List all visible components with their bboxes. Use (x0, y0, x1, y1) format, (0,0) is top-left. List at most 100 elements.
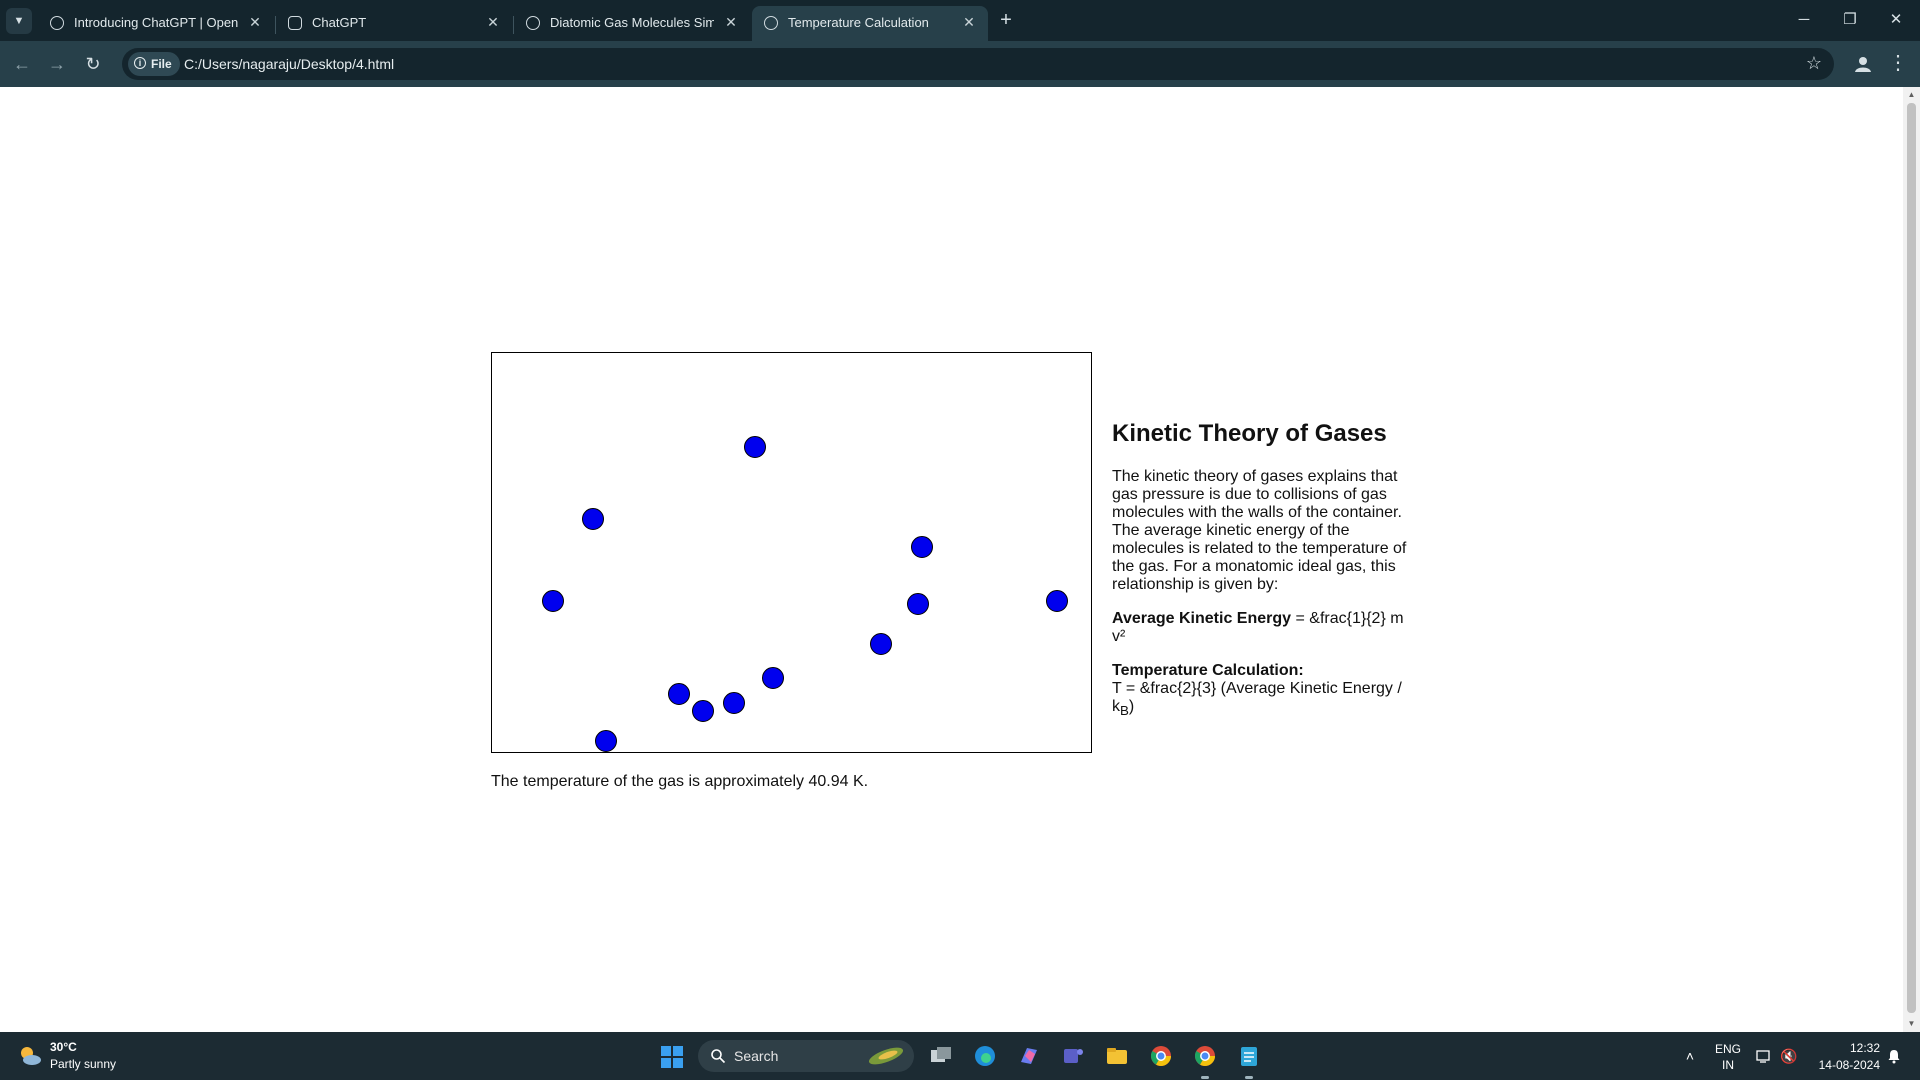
language-code[interactable]: ENG (1714, 1042, 1741, 1056)
edge-icon[interactable] (973, 1044, 997, 1068)
running-app-indicator (1245, 1076, 1253, 1079)
active-app-indicator (1201, 1076, 1209, 1079)
page-scrollbar[interactable]: ▲ ▼ (1903, 87, 1920, 1032)
bookmark-star-icon[interactable]: ☆ (1805, 53, 1822, 73)
openai-icon (50, 16, 64, 30)
language-region[interactable]: IN (1722, 1058, 1734, 1072)
arrow-right-icon: → (48, 54, 66, 74)
tab-divider (275, 16, 276, 34)
kinetic-energy-formula: Average Kinetic Energy = &frac{1}{2} m v… (1112, 610, 1412, 646)
taskbar-search[interactable]: Search (698, 1040, 914, 1072)
tab-title: ChatGPT (312, 15, 367, 30)
close-icon[interactable]: ✕ (725, 14, 737, 30)
chevron-down-icon: ▼ (13, 15, 25, 27)
temp-label: Temperature Calculation: (1112, 662, 1304, 679)
close-icon[interactable]: ✕ (249, 14, 261, 30)
task-view-icon[interactable] (929, 1044, 953, 1068)
taskbar: 30°C Partly sunny Search (0, 1032, 1920, 1080)
profile-icon[interactable] (1852, 53, 1874, 75)
tab-temperature-calculation[interactable]: Temperature Calculation ✕ (752, 6, 988, 41)
file-explorer-icon[interactable] (1105, 1044, 1129, 1068)
copilot-icon[interactable] (1017, 1044, 1041, 1068)
gas-molecule (595, 730, 617, 752)
clock-date[interactable]: 14-08-2024 (1818, 1058, 1880, 1072)
arrow-left-icon: ← (13, 54, 31, 74)
tab-chatgpt[interactable]: ChatGPT ✕ (276, 6, 512, 41)
gas-molecule (692, 700, 714, 722)
info-description: The kinetic theory of gases explains tha… (1112, 468, 1407, 593)
weather-partly-sunny-icon[interactable] (18, 1044, 42, 1068)
network-icon[interactable] (1756, 1048, 1772, 1064)
forward-button[interactable]: → (43, 50, 71, 78)
scheme-label: File (151, 57, 172, 71)
temp-formula-end: ) (1128, 698, 1135, 715)
tab-title: Introducing ChatGPT | OpenAI (74, 15, 238, 30)
tab-diatomic-gas[interactable]: Diatomic Gas Molecules Simula ✕ (514, 6, 750, 41)
clock-time[interactable]: 12:32 (1849, 1041, 1880, 1055)
gas-simulation-canvas (491, 352, 1092, 753)
gas-molecule (870, 633, 892, 655)
notification-bell-icon[interactable] (1886, 1048, 1902, 1064)
ke-label: Average Kinetic Energy (1112, 610, 1292, 627)
minimize-icon: ─ (1798, 11, 1810, 28)
gas-molecule (582, 508, 604, 530)
restore-button[interactable]: ❐ (1828, 6, 1872, 34)
gas-molecule (723, 692, 745, 714)
info-title: Kinetic Theory of Gases (1112, 420, 1387, 447)
reload-icon: ↻ (85, 54, 101, 74)
plus-icon: + (1000, 9, 1012, 31)
address-bar[interactable]: i File C:/Users/nagaraju/Desktop/4.html … (122, 48, 1834, 80)
site-info-chip[interactable]: i File (128, 52, 180, 76)
temp-formula: T = &frac{2}{3} (Average Kinetic Energy … (1112, 680, 1402, 715)
temp-formula-subscript: B (1120, 703, 1129, 719)
info-icon: i (134, 57, 146, 69)
search-highlight-icon (868, 1047, 904, 1065)
close-window-button[interactable]: ✕ (1874, 6, 1918, 34)
scroll-up-icon[interactable]: ▲ (1907, 90, 1916, 99)
back-button[interactable]: ← (8, 50, 36, 78)
minimize-button[interactable]: ─ (1782, 6, 1826, 34)
chatgpt-icon (288, 16, 302, 30)
tab-strip: ▼ Introducing ChatGPT | OpenAI ✕ ChatGPT… (0, 0, 1920, 41)
reload-button[interactable]: ↻ (79, 50, 107, 78)
scroll-down-icon[interactable]: ▼ (1907, 1019, 1916, 1028)
chrome-active-icon[interactable] (1193, 1044, 1217, 1068)
tab-title: Temperature Calculation (788, 15, 929, 30)
gas-molecule (1046, 590, 1068, 612)
more-menu-icon[interactable]: ⋮ (1888, 52, 1908, 74)
gas-molecule (668, 683, 690, 705)
temperature-result: The temperature of the gas is approximat… (491, 773, 869, 790)
tab-search-button[interactable]: ▼ (6, 8, 32, 34)
globe-icon (764, 16, 778, 30)
scroll-thumb[interactable] (1907, 103, 1916, 1013)
globe-icon (526, 16, 540, 30)
search-icon (711, 1049, 726, 1064)
info-panel: Kinetic Theory of Gases The kinetic theo… (1112, 420, 1412, 736)
notepad-icon[interactable] (1237, 1044, 1261, 1068)
tab-title: Diatomic Gas Molecules Simula (550, 15, 714, 30)
gas-molecule (762, 667, 784, 689)
url-text[interactable]: C:/Users/nagaraju/Desktop/4.html (184, 56, 395, 72)
tab-divider (513, 16, 514, 34)
new-tab-button[interactable]: + (993, 8, 1019, 34)
gas-molecule (744, 436, 766, 458)
chrome-icon[interactable] (1149, 1044, 1173, 1068)
show-hidden-icons-icon[interactable]: ˄ (1685, 1048, 1695, 1064)
gas-molecule (542, 590, 564, 612)
gas-molecule (911, 536, 933, 558)
gas-molecule (907, 593, 929, 615)
volume-muted-icon[interactable]: 🔇 (1780, 1048, 1798, 1064)
temperature-formula: Temperature Calculation: T = &frac{2}{3} … (1112, 662, 1412, 720)
weather-condition[interactable]: Partly sunny (50, 1057, 117, 1071)
ke-formula: = &frac{1}{2} m v² (1112, 610, 1404, 645)
browser-toolbar: ← → ↻ i File C:/Users/nagaraju/Desktop/4… (0, 41, 1920, 87)
close-icon[interactable]: ✕ (487, 14, 499, 30)
teams-icon[interactable] (1061, 1044, 1085, 1068)
tab-introducing-chatgpt[interactable]: Introducing ChatGPT | OpenAI ✕ (38, 6, 274, 41)
close-icon[interactable]: ✕ (963, 14, 975, 30)
restore-icon: ❐ (1843, 11, 1857, 28)
weather-temperature[interactable]: 30°C (50, 1040, 77, 1054)
windows-start-icon[interactable] (660, 1045, 684, 1069)
search-placeholder: Search (734, 1048, 779, 1064)
close-icon: ✕ (1889, 11, 1903, 28)
